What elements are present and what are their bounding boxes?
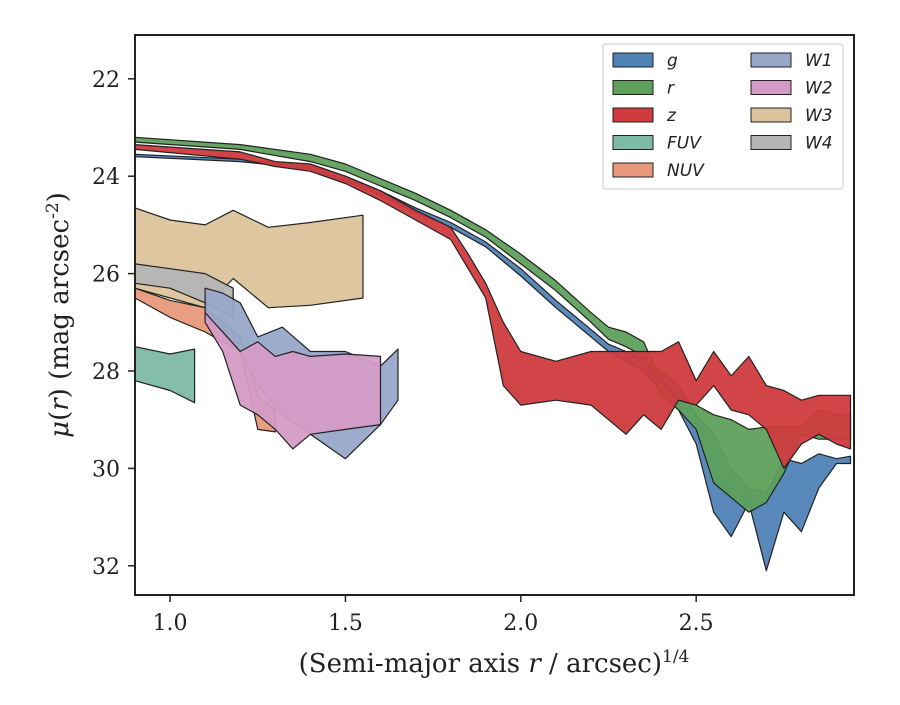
legend-swatch-r xyxy=(612,80,654,95)
legend-swatch-w3 xyxy=(750,107,792,123)
y-tick-label: 30 xyxy=(92,457,120,482)
legend-label-w4: W4 xyxy=(805,134,833,154)
y-axis-ticks: 22 24 26 28 30 32 xyxy=(92,68,135,580)
x-axis-ticks: 1.0 1.5 2.0 2.5 xyxy=(153,595,714,636)
y-tick-label: 26 xyxy=(92,263,120,288)
legend-swatch-w1 xyxy=(750,52,792,68)
y-tick-label: 24 xyxy=(92,165,120,190)
x-tick-label: 1.5 xyxy=(328,611,363,636)
band-w2 xyxy=(204,312,382,450)
legend-label-r: r xyxy=(667,79,675,99)
legend: grz FUV NUV W1 W2 W3 W4 xyxy=(602,43,844,190)
legend-swatch-w2 xyxy=(750,80,792,95)
x-axis-label: (Semi-major axis r / arcsec)1/4 xyxy=(299,647,690,679)
legend-label-w2: W2 xyxy=(805,79,833,99)
x-tick-label: 1.0 xyxy=(153,611,188,636)
band-z xyxy=(134,144,852,469)
legend-label-nuv: NUV xyxy=(667,161,705,181)
legend-label-fuv: FUV xyxy=(667,134,702,154)
y-tick-label: 28 xyxy=(92,360,120,385)
x-tick-label: 2.0 xyxy=(503,611,538,636)
x-tick-label: 2.5 xyxy=(679,611,714,636)
legend-label-w3: W3 xyxy=(805,106,833,126)
legend-label-w1: W1 xyxy=(805,51,833,71)
legend-swatch-w4 xyxy=(750,135,792,150)
legend-swatch-nuv xyxy=(612,162,654,178)
band-fuv xyxy=(134,346,196,404)
y-tick-label: 32 xyxy=(92,555,120,580)
legend-swatch-g xyxy=(612,52,654,68)
band-g xyxy=(134,153,852,572)
y-tick-label: 22 xyxy=(92,68,120,93)
y-axis-label: μ(r) (mag arcsec-2) xyxy=(43,192,75,438)
legend-label-z: z xyxy=(666,106,677,126)
legend-label-g: g xyxy=(667,51,678,71)
legend-swatch-fuv xyxy=(612,135,654,150)
plot-frame xyxy=(134,34,855,596)
profile-bands xyxy=(134,136,852,572)
legend-swatch-z xyxy=(612,107,654,123)
band-w3 xyxy=(134,207,364,309)
